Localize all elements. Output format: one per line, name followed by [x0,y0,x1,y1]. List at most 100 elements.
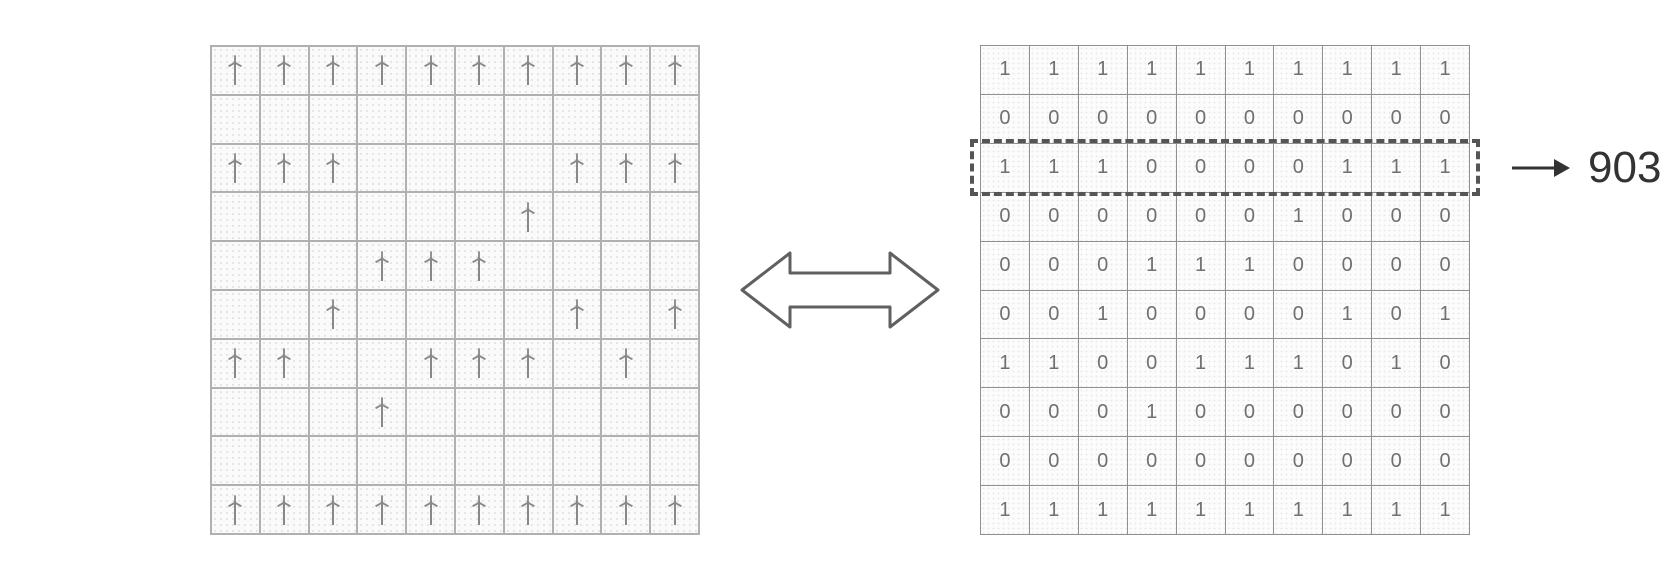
turbine-cell [602,340,649,387]
turbine-cell [602,486,649,533]
turbine-icon [517,348,539,378]
binary-cell: 0 [1323,339,1371,387]
turbine-cell [505,96,552,143]
turbine-cell [358,96,405,143]
binary-cell: 1 [1177,46,1225,94]
binary-cell: 1 [1323,144,1371,192]
turbine-cell [212,96,259,143]
turbine-cell [261,340,308,387]
binary-cell: 0 [1274,144,1322,192]
binary-cell: 0 [1128,339,1176,387]
binary-cell: 1 [1177,242,1225,290]
binary-cell: 0 [1226,388,1274,436]
turbine-cell [358,47,405,94]
binary-cell: 1 [1030,486,1078,534]
turbine-icon [273,495,295,525]
turbine-cell [505,389,552,436]
binary-cell: 1 [981,339,1029,387]
turbine-cell [651,389,698,436]
turbine-cell [456,437,503,484]
binary-cell: 0 [1079,339,1127,387]
turbine-cell [456,242,503,289]
turbine-cell [505,437,552,484]
binary-cell: 1 [1226,486,1274,534]
turbine-icon [371,495,393,525]
turbine-cell [407,437,454,484]
turbine-cell [310,437,357,484]
binary-cell: 0 [1323,437,1371,485]
binary-cell: 1 [1128,242,1176,290]
turbine-cell [554,96,601,143]
binary-cell: 0 [1079,193,1127,241]
turbine-cell [310,145,357,192]
binary-cell: 0 [981,437,1029,485]
binary-cell: 0 [1079,388,1127,436]
turbine-cell [505,340,552,387]
turbine-cell [505,486,552,533]
binary-cell: 1 [981,46,1029,94]
turbine-cell [358,437,405,484]
binary-cell: 0 [1030,95,1078,143]
turbine-icon [517,55,539,85]
binary-cell: 0 [1128,291,1176,339]
turbine-cell [456,291,503,338]
turbine-cell [261,193,308,240]
binary-cell: 1 [1421,46,1469,94]
turbine-icon [322,55,344,85]
turbine-grid [210,45,700,535]
binary-cell: 1 [1030,46,1078,94]
turbine-cell [310,96,357,143]
turbine-cell [505,145,552,192]
binary-cell: 0 [1128,95,1176,143]
turbine-cell [456,389,503,436]
binary-cell: 1 [1079,291,1127,339]
binary-cell: 1 [1323,486,1371,534]
binary-cell: 0 [1030,291,1078,339]
turbine-icon [322,153,344,183]
turbine-icon [615,348,637,378]
turbine-cell [261,145,308,192]
turbine-cell [505,193,552,240]
turbine-icon [420,495,442,525]
turbine-icon [615,495,637,525]
binary-cell: 1 [1079,486,1127,534]
turbine-cell [602,193,649,240]
binary-cell: 0 [1177,437,1225,485]
turbine-icon [224,495,246,525]
binary-cell: 1 [1128,388,1176,436]
turbine-cell [456,145,503,192]
turbine-cell [212,47,259,94]
turbine-cell [358,242,405,289]
binary-cell: 1 [1226,46,1274,94]
binary-cell: 1 [1421,486,1469,534]
turbine-cell [310,486,357,533]
binary-cell: 0 [1323,242,1371,290]
binary-cell: 0 [1372,388,1420,436]
binary-cell: 1 [1079,46,1127,94]
turbine-cell [407,193,454,240]
binary-cell: 0 [981,242,1029,290]
turbine-cell [602,291,649,338]
turbine-icon [371,397,393,427]
binary-cell: 1 [1421,291,1469,339]
binary-cell: 0 [1226,291,1274,339]
turbine-cell [212,389,259,436]
turbine-cell [407,96,454,143]
turbine-cell [456,47,503,94]
turbine-cell [261,291,308,338]
turbine-cell [407,145,454,192]
turbine-icon [371,251,393,281]
turbine-cell [651,96,698,143]
binary-cell: 1 [1030,144,1078,192]
binary-cell: 0 [1079,437,1127,485]
turbine-cell [407,242,454,289]
turbine-cell [261,389,308,436]
turbine-icon [468,251,490,281]
binary-cell: 1 [981,144,1029,192]
bi-arrow-container [740,245,940,335]
turbine-cell [602,389,649,436]
turbine-cell [554,437,601,484]
turbine-icon [664,153,686,183]
turbine-cell [505,242,552,289]
turbine-cell [651,242,698,289]
